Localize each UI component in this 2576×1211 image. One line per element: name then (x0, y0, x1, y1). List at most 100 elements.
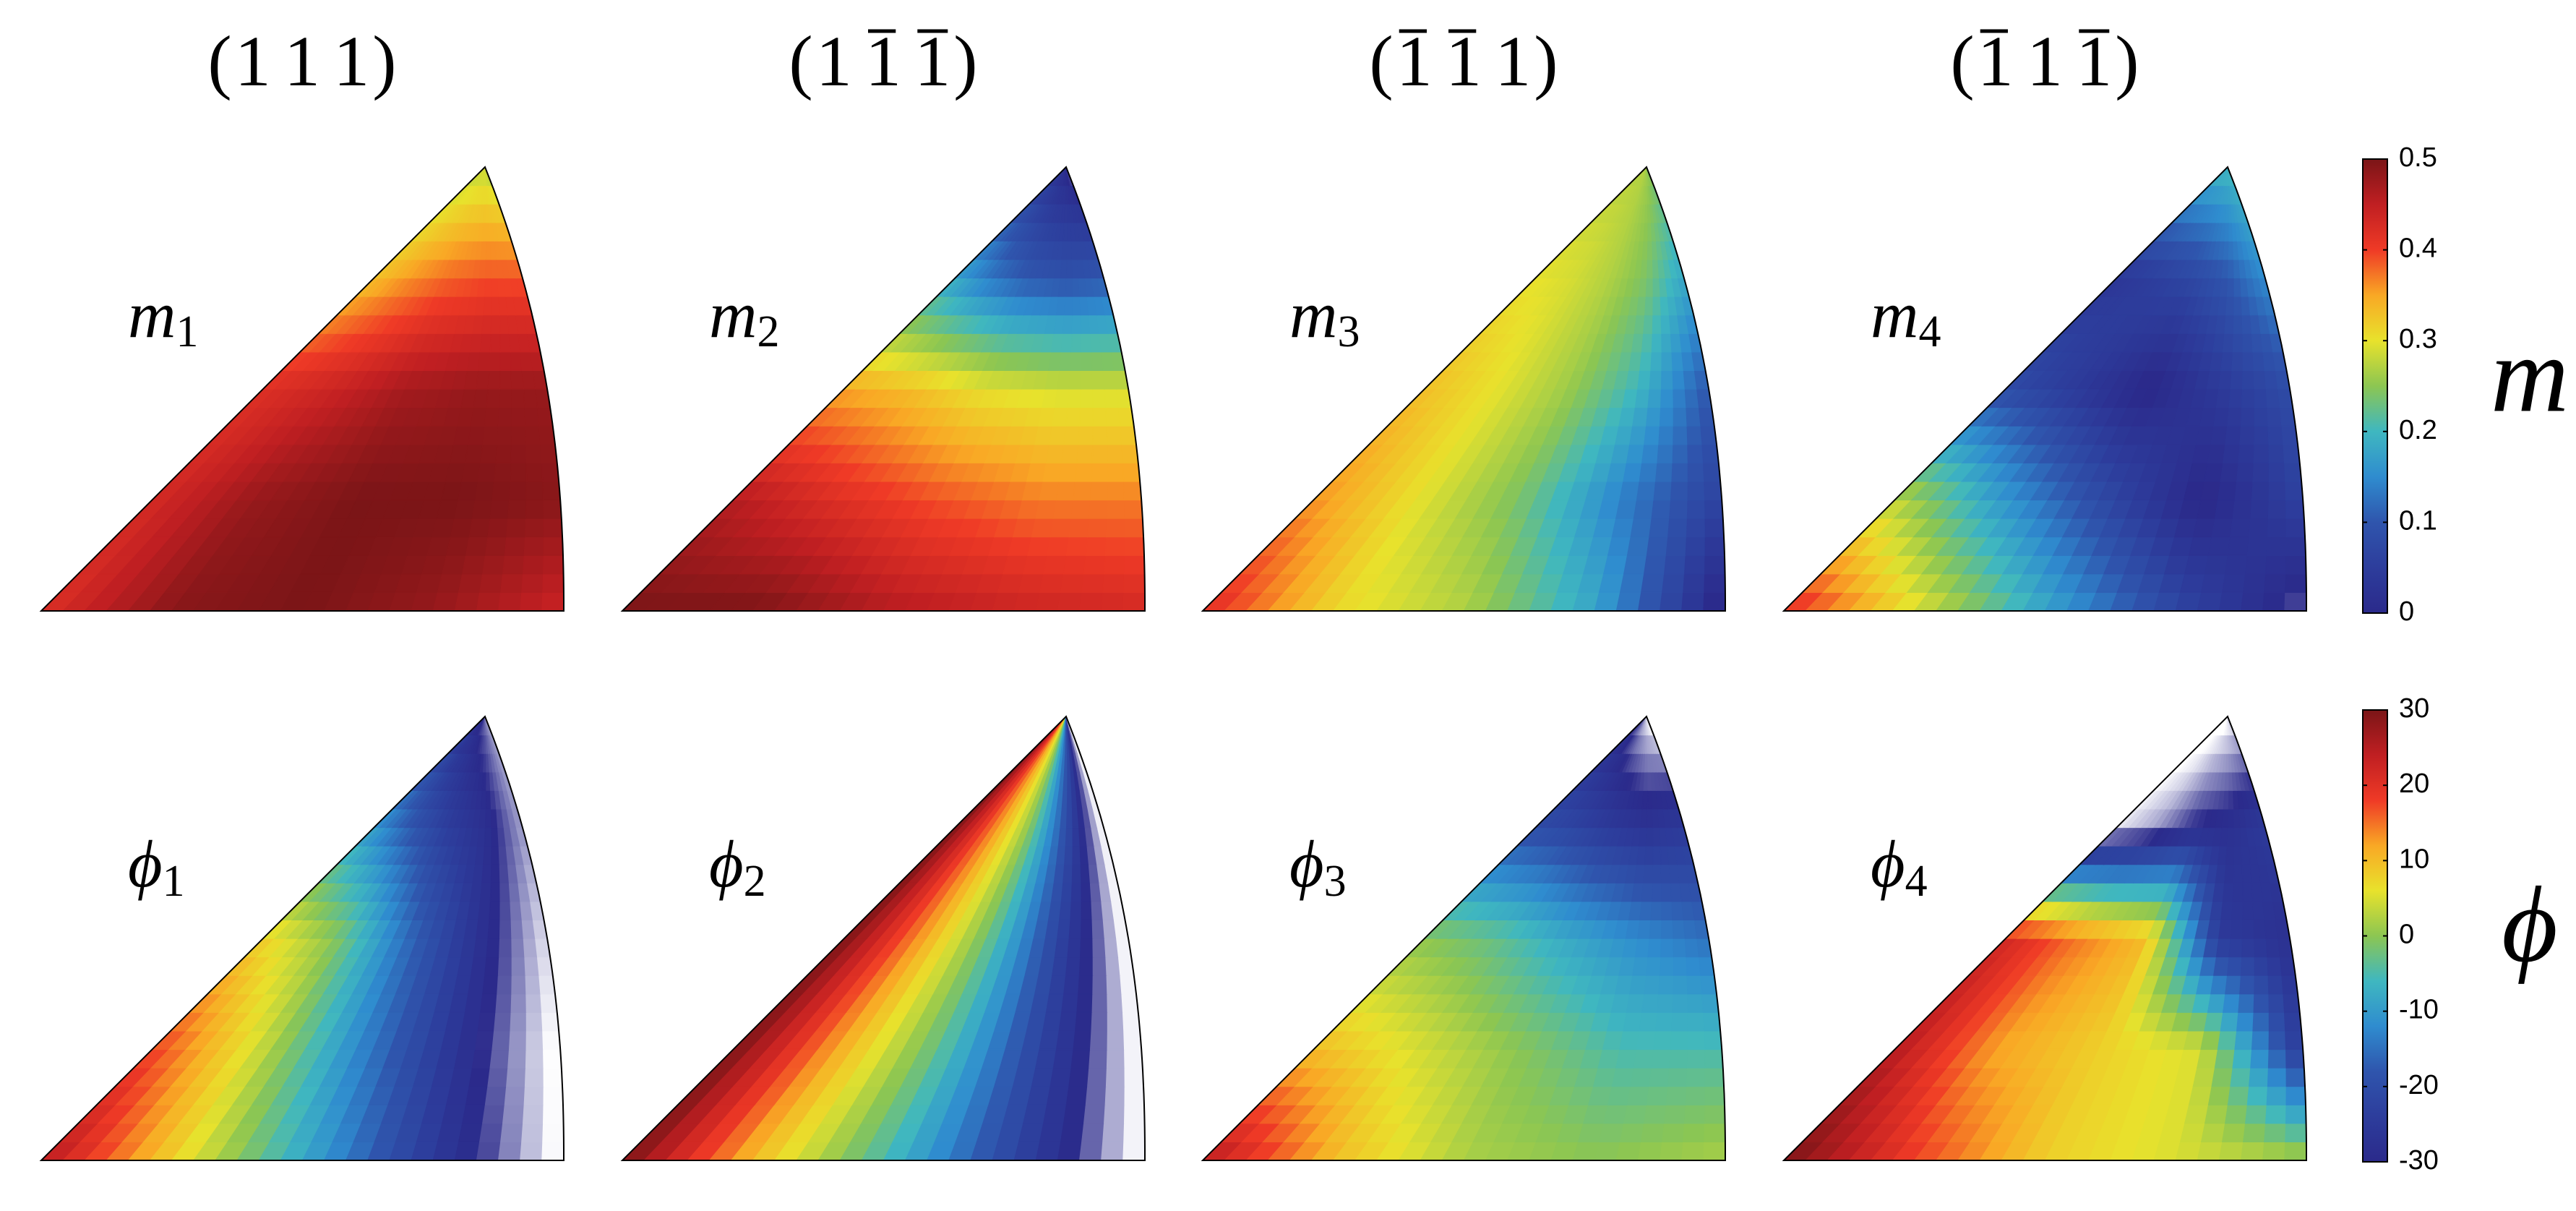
heatmap-cell (2224, 864, 2235, 883)
heatmap-cell (1663, 555, 1686, 575)
heatmap-cell (2242, 351, 2254, 372)
heatmap-cell (1657, 444, 1674, 463)
heatmap-cell (1660, 369, 1674, 390)
symbol: ϕ (1871, 827, 1905, 901)
heatmap-cell (1673, 388, 1687, 408)
heatmap-cell (2267, 975, 2284, 995)
heatmap-cell (2236, 1011, 2254, 1032)
heatmap-cell (476, 919, 490, 939)
heatmap-cell (1704, 1086, 1725, 1105)
heatmap-cell (1062, 222, 1068, 241)
heatmap-cell (1637, 369, 1652, 390)
paren: ( (207, 21, 231, 101)
heatmap-cell (437, 573, 463, 594)
subscript: 1 (163, 857, 185, 906)
heatmap-cell (1101, 1141, 1125, 1161)
heatmap-cell (1633, 499, 1654, 519)
heatmap-cell (471, 1048, 493, 1069)
heatmap-cell (480, 444, 498, 463)
heatmap-cell (1057, 369, 1071, 390)
heatmap-cell (1665, 536, 1688, 556)
heatmap-cell (1660, 388, 1674, 408)
heatmap-cell (1106, 1048, 1125, 1069)
heatmap-cell (525, 993, 543, 1013)
heatmap-cell (1102, 1123, 1125, 1143)
heatmap-cell (1068, 1067, 1090, 1087)
miller-index: 1 (1396, 21, 1430, 101)
heatmap-cell (2251, 1030, 2270, 1050)
heatmap-cell (510, 919, 524, 939)
heatmap-cell (1671, 462, 1689, 482)
heatmap-cell (1667, 518, 1688, 538)
heatmap-cell (2233, 296, 2243, 316)
heatmap-cell (1121, 444, 1139, 463)
symbol: m (1871, 278, 1918, 351)
heatmap-cell (2225, 975, 2242, 995)
paren: ( (1369, 21, 1393, 101)
heatmap-cell (2268, 993, 2285, 1013)
heatmap-cell (1035, 1048, 1057, 1069)
heatmap-cell (1067, 938, 1082, 958)
heatmap-cell (486, 388, 501, 408)
heatmap-cell (1651, 333, 1662, 353)
heatmap-cell (1091, 919, 1105, 939)
heatmap-cell (1092, 938, 1107, 958)
heatmap-cell (1068, 518, 1090, 538)
heatmap-cell (1065, 826, 1073, 847)
heatmap-cell (2223, 444, 2241, 463)
heatmap-cell (2224, 222, 2230, 241)
heatmap-cell (1049, 975, 1067, 995)
heatmap-cell (1636, 1030, 1657, 1050)
heatmap-cell (2244, 1104, 2267, 1124)
heatmap-cell (478, 808, 487, 829)
heatmap-panel (1201, 716, 1726, 1161)
heatmap-cell (1070, 333, 1082, 353)
heatmap-cell (461, 555, 486, 575)
heatmap-cell (464, 993, 484, 1013)
heatmap-cell (1107, 481, 1125, 501)
heatmap-cell (2267, 956, 2283, 976)
heatmap-cell (2265, 555, 2287, 575)
paren: ) (1534, 21, 1558, 101)
heatmap-cell (1060, 882, 1073, 902)
heatmap-cell (1076, 993, 1094, 1013)
heatmap-cell (479, 882, 491, 902)
heatmap-cell (2285, 573, 2307, 594)
heatmap-cell (2200, 573, 2226, 594)
heatmap-cell (525, 499, 544, 519)
colorbar-tick-label: 0.3 (2399, 324, 2437, 354)
heatmap-cell (2232, 1048, 2253, 1069)
column-title: (1 1 1) (1950, 21, 2139, 101)
heatmap-cell (1124, 1048, 1143, 1069)
heatmap-cell (1042, 1104, 1068, 1124)
heatmap-cell (1063, 425, 1081, 445)
heatmap-cell (2197, 1048, 2219, 1069)
heatmap-cell (1122, 1011, 1141, 1032)
heatmap-cell (1594, 591, 1621, 612)
heatmap-cell (1673, 956, 1688, 976)
colorbar-tick-label: 0.1 (2399, 505, 2437, 536)
heatmap-cell (507, 499, 527, 519)
heatmap-cell (1662, 573, 1686, 594)
heatmap-cell (1122, 591, 1146, 612)
heatmap-cell (490, 314, 501, 334)
heatmap-cell (2268, 481, 2287, 501)
heatmap-cell (1057, 277, 1068, 297)
heatmap-cell (478, 1123, 504, 1143)
heatmap-cell (1105, 1067, 1125, 1087)
heatmap-cell (2285, 1086, 2306, 1105)
heatmap-cell (2239, 425, 2255, 445)
heatmap-cell (2268, 444, 2285, 463)
heatmap-cell (543, 1104, 564, 1124)
heatmap-cell (1035, 1141, 1062, 1161)
heatmap-cell (1607, 1086, 1631, 1105)
heatmap-cell (543, 1086, 564, 1105)
heatmap-cell (461, 1011, 481, 1032)
heatmap-cell (1060, 1123, 1085, 1143)
heatmap-cell (1649, 1067, 1670, 1087)
heatmap-cell (2221, 259, 2230, 279)
miller-index: 1 (2027, 21, 2060, 101)
heatmap-cell (1701, 993, 1720, 1013)
heatmap-cell (2220, 901, 2233, 921)
heatmap-cell (494, 1011, 512, 1032)
